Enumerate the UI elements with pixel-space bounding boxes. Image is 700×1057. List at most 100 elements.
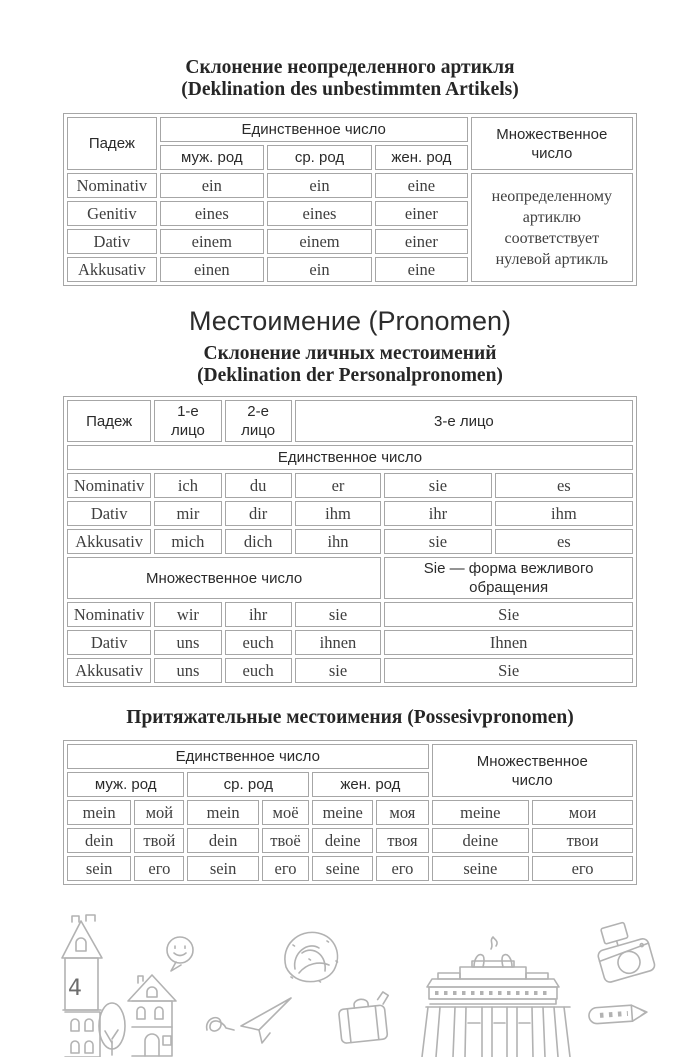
table-cell: его [134,856,185,881]
camera-doodle [594,919,656,985]
table-cell: Dativ [67,501,152,526]
header-cell: ср. род [266,145,373,170]
section2-title-ru: Склонение личных местоимений [203,343,497,364]
table-row: Единственное число [67,445,633,470]
table-cell: mir [154,501,222,526]
table-grid: Единственное число Множественное число муж… [63,740,637,885]
header-cell: Единственное число [159,117,468,142]
table-cell: mein [67,800,132,825]
table-row: Genitiv eines eines einer [67,201,633,226]
table-cell: dein [67,828,132,853]
section1-title: Склонение неопределенного артикля (Dekli… [63,57,637,101]
section1-title-de: (Deklination des unbestimmten Artikels) [181,79,519,100]
table-cell: твой [134,828,185,853]
header-cell: Множественное число [67,557,382,599]
header-cell: Падеж [67,400,152,442]
header-cell: 3-е лицо [294,400,633,442]
table-row: Akkusativ mich dich ihn sie es [67,529,633,554]
table-cell: Akkusativ [67,257,157,282]
table-cell: моё [261,800,310,825]
table-cell: sein [67,856,132,881]
table-cell: einem [266,229,373,254]
table-grid: Падеж Единственное число Множественное чис… [63,113,637,286]
table-cell: eine [375,257,468,282]
section3-title-text: Притяжательные местоимения (Possesivpron… [126,707,574,728]
table-row: Падеж Единственное число Множественное чис… [67,117,633,170]
header-cell: муж. род [159,145,264,170]
table-cell: твоя [376,828,429,853]
table-cell: deine [312,828,374,853]
table-cell: Akkusativ [67,658,152,683]
table-cell: Dativ [67,229,157,254]
personal-pronouns-table: Падеж 1-е лицо 2-е лицо 3-е лицо Единственно… [63,396,637,687]
pretzel-doodle [279,925,343,993]
table-cell: его [532,856,633,881]
table-cell: eines [266,201,373,226]
pronomen-heading: Местоимение (Pronomen) [188,306,512,336]
table-row: Nominativ ein ein eine неопределенному артик… [67,173,633,282]
table-cell: ihr [384,501,492,526]
table-row: муж. род ср. род жен. род [67,145,633,170]
table-cell: sie [384,473,492,498]
table-cell: uns [154,630,222,655]
table-cell: неопределенному артиклю соответствует ну… [470,173,633,282]
page-content: Склонение неопределенного артикля (Dekli… [0,57,700,885]
table-cell: einen [159,257,264,282]
table-cell: seine [431,856,530,881]
possessive-pronouns-table: Единственное число Множественное число муж… [63,740,637,885]
table-cell: Dativ [67,630,152,655]
table-row: Nominativ ich du er sie es [67,473,633,498]
table-cell: mich [154,529,222,554]
table-cell: euch [224,658,292,683]
table-cell: моя [376,800,429,825]
header-cell: 1-е лицо [154,400,222,442]
header-cell: муж. род [67,772,185,797]
table-cell: dich [224,529,292,554]
table-row: Dativ uns euch ihnen Ihnen [67,630,633,655]
table-cell: du [224,473,292,498]
table-cell: uns [154,658,222,683]
table-cell: ihn [294,529,382,554]
header-cell: Падеж [67,117,157,170]
smiley-speech-bubble-doodle [164,935,198,977]
table-cell: Akkusativ [67,529,152,554]
header-cell: жен. род [312,772,429,797]
header-cell: ср. род [187,772,310,797]
table-row: Единственное число Множественное число [67,744,633,797]
table-cell: eines [159,201,264,226]
table-cell: его [376,856,429,881]
table-row: Akkusativ uns euch sie Sie [67,658,633,683]
header-cell: Множественное число [431,744,633,797]
table-cell: ihnen [294,630,382,655]
table-cell: sie [294,658,382,683]
section3-title: Притяжательные местоимения (Possesivpron… [63,707,637,729]
pencil-doodle [588,999,652,1031]
table-cell: euch [224,630,292,655]
table-cell: mein [187,800,259,825]
article-declension-table: Падеж Единственное число Множественное чис… [63,113,637,286]
table-row: муж. род ср. род жен. род [67,772,633,797]
table-cell: Sie [384,602,633,627]
tree-doodle [96,1001,130,1057]
table-cell: Nominativ [67,602,152,627]
section1-title-ru: Склонение неопределенного артикля [185,57,515,78]
table-cell: er [294,473,382,498]
table-row: sein его sein его seine его seine его [67,856,633,881]
table-cell: dein [187,828,259,853]
table-cell: ein [266,173,373,198]
table-cell: Ihnen [384,630,633,655]
header-cell: жен. род [375,145,468,170]
small-house-doodle [126,971,178,1057]
table-cell: Sie [384,658,633,683]
table-cell: meine [431,800,530,825]
table-cell: einer [375,229,468,254]
book-page: Склонение неопределенного артикля (Dekli… [0,57,700,1057]
table-cell: wir [154,602,222,627]
header-cell: Sie — форма вежливого обращения [384,557,633,599]
table-row: dein твой dein твоё deine твоя deine твои [67,828,633,853]
table-cell: Nominativ [67,473,152,498]
table-row: Nominativ wir ihr sie Sie [67,602,633,627]
table-cell: Genitiv [67,201,157,226]
suitcase-doodle [336,987,394,1047]
table-cell: мои [532,800,633,825]
